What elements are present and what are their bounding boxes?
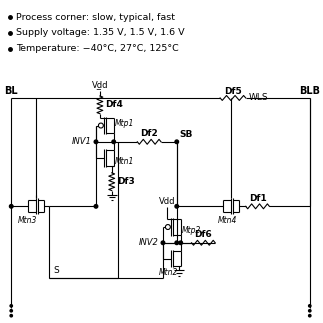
Text: Mtn2: Mtn2 xyxy=(159,268,179,277)
Circle shape xyxy=(308,309,311,312)
Text: Vdd: Vdd xyxy=(159,197,175,206)
Circle shape xyxy=(161,241,165,245)
Circle shape xyxy=(9,204,13,208)
Circle shape xyxy=(175,140,179,143)
Text: Mtn4: Mtn4 xyxy=(217,216,237,224)
Text: Mtn1: Mtn1 xyxy=(115,158,134,166)
Text: Vdd: Vdd xyxy=(92,81,108,90)
Text: WLS: WLS xyxy=(249,93,268,102)
Text: SB: SB xyxy=(180,130,193,140)
Text: INV1: INV1 xyxy=(72,137,92,146)
Circle shape xyxy=(175,204,179,208)
Circle shape xyxy=(94,140,98,143)
Text: Temperature: −40°C, 27°C, 125°C: Temperature: −40°C, 27°C, 125°C xyxy=(16,44,179,53)
Text: Mtn3: Mtn3 xyxy=(17,216,37,224)
Circle shape xyxy=(308,315,311,317)
Text: Supply voltage: 1.35 V, 1.5 V, 1.6 V: Supply voltage: 1.35 V, 1.5 V, 1.6 V xyxy=(16,28,185,37)
Text: Mtp2: Mtp2 xyxy=(182,226,201,235)
Circle shape xyxy=(10,315,12,317)
Text: Df2: Df2 xyxy=(140,130,158,139)
Circle shape xyxy=(10,305,12,307)
Circle shape xyxy=(112,140,116,143)
Text: BLB: BLB xyxy=(299,86,320,96)
Circle shape xyxy=(179,241,182,245)
Text: Df6: Df6 xyxy=(194,230,212,239)
Text: INV2: INV2 xyxy=(139,238,159,247)
Text: BL: BL xyxy=(5,86,18,96)
Text: Df5: Df5 xyxy=(224,87,242,96)
Text: S: S xyxy=(54,266,59,275)
Circle shape xyxy=(175,241,179,245)
Text: Df1: Df1 xyxy=(249,194,266,203)
Circle shape xyxy=(308,305,311,307)
Text: Df4: Df4 xyxy=(105,100,123,109)
Text: Process corner: slow, typical, fast: Process corner: slow, typical, fast xyxy=(16,13,175,22)
Text: Df3: Df3 xyxy=(117,177,134,186)
Circle shape xyxy=(10,309,12,312)
Circle shape xyxy=(94,204,98,208)
Text: Mtp1: Mtp1 xyxy=(115,119,134,128)
